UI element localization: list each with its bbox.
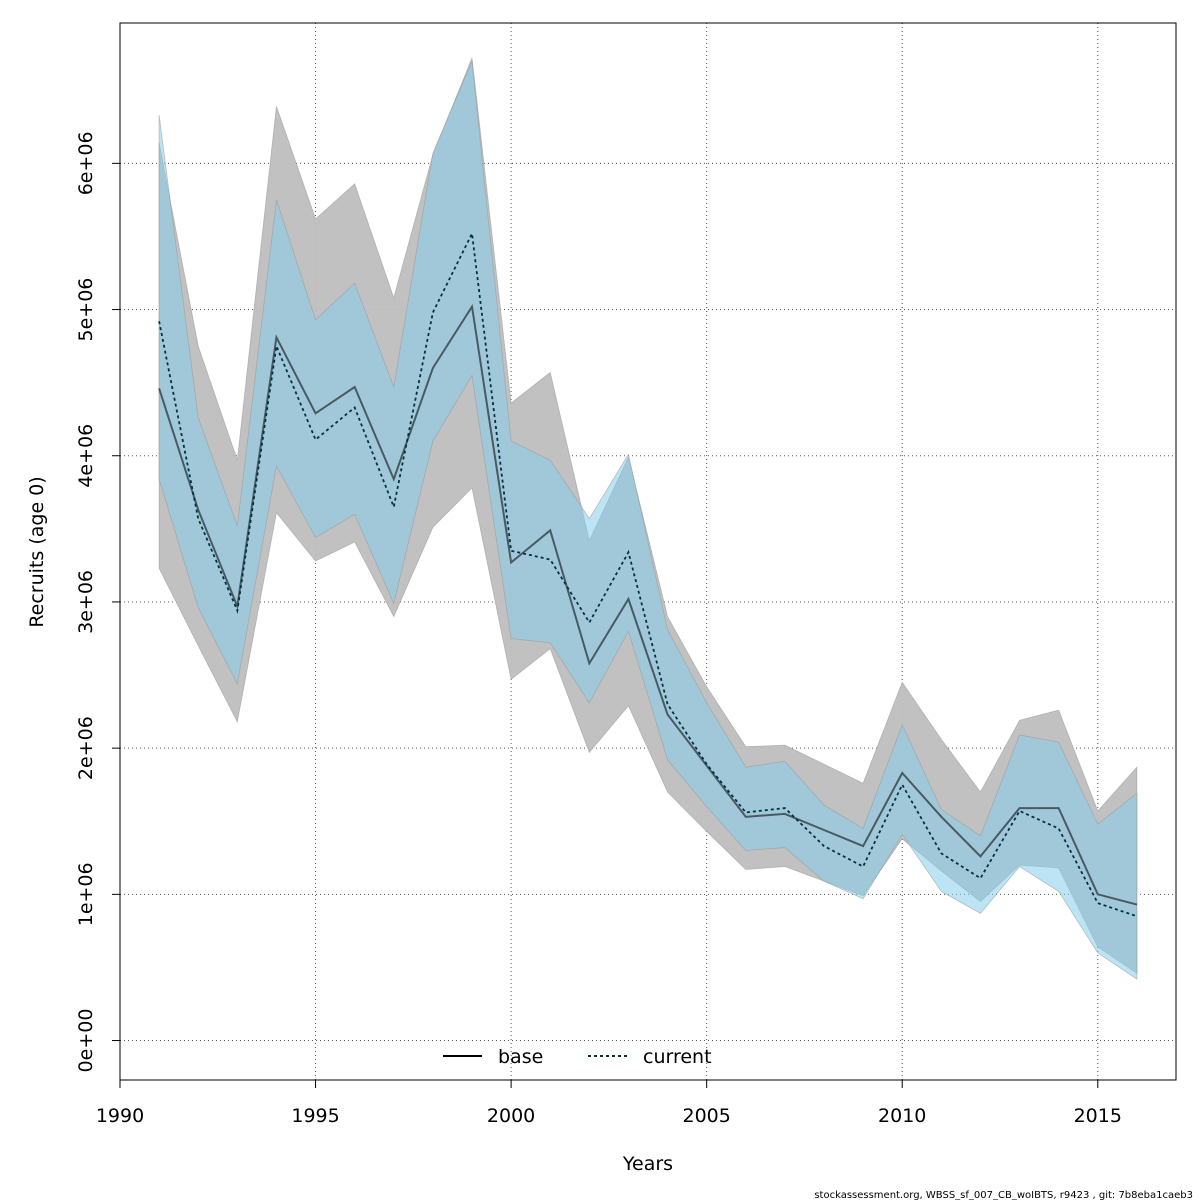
x-tick-label: 2010 (878, 1105, 926, 1127)
y-tick-label: 1e+06 (75, 862, 97, 926)
y-tick-label: 2e+06 (75, 716, 97, 780)
x-axis: 1990 1995 2000 2005 2010 2015 (96, 1080, 1122, 1127)
x-tick-label: 2000 (487, 1105, 535, 1127)
x-tick-label: 2015 (1074, 1105, 1122, 1127)
series-line-current (158, 230, 1138, 918)
footnote: stockassessment.org, WBSS_sf_007_CB_woIB… (814, 1190, 1193, 1200)
y-tick-label: 0e+00 (75, 1009, 97, 1073)
x-tick-label: 1995 (291, 1105, 339, 1127)
legend: base current (443, 1046, 712, 1068)
x-tick-label: 2005 (682, 1105, 730, 1127)
x-tick-label: 1990 (96, 1105, 144, 1127)
y-tick-label: 5e+06 (75, 278, 97, 342)
plot-frame (119, 22, 1177, 1081)
x-axis-title: Years (622, 1153, 673, 1175)
confidence-band-current (158, 60, 1138, 980)
y-tick-label: 6e+06 (75, 131, 97, 195)
y-tick-label: 4e+06 (75, 424, 97, 488)
y-axis: 0e+00 1e+06 2e+06 3e+06 4e+06 5e+06 6e+06 (75, 131, 120, 1072)
y-tick-label: 3e+06 (75, 570, 97, 634)
legend-base-label: base (498, 1046, 543, 1068)
y-axis-title: Recruits (age 0) (26, 476, 48, 627)
legend-current-label: current (643, 1046, 712, 1068)
confidence-bands (158, 57, 1138, 980)
series-lines (158, 230, 1138, 918)
series-line-base (158, 303, 1138, 906)
